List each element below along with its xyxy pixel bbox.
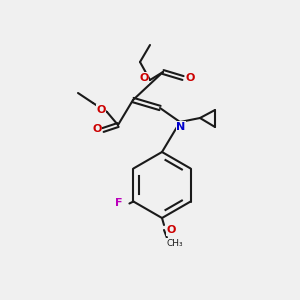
Text: F: F: [115, 199, 122, 208]
Text: O: O: [166, 225, 176, 235]
Text: O: O: [92, 124, 102, 134]
Text: O: O: [96, 105, 106, 115]
Text: CH₃: CH₃: [167, 238, 183, 247]
Text: N: N: [176, 122, 186, 132]
Text: O: O: [185, 73, 195, 83]
Text: O: O: [139, 73, 149, 83]
